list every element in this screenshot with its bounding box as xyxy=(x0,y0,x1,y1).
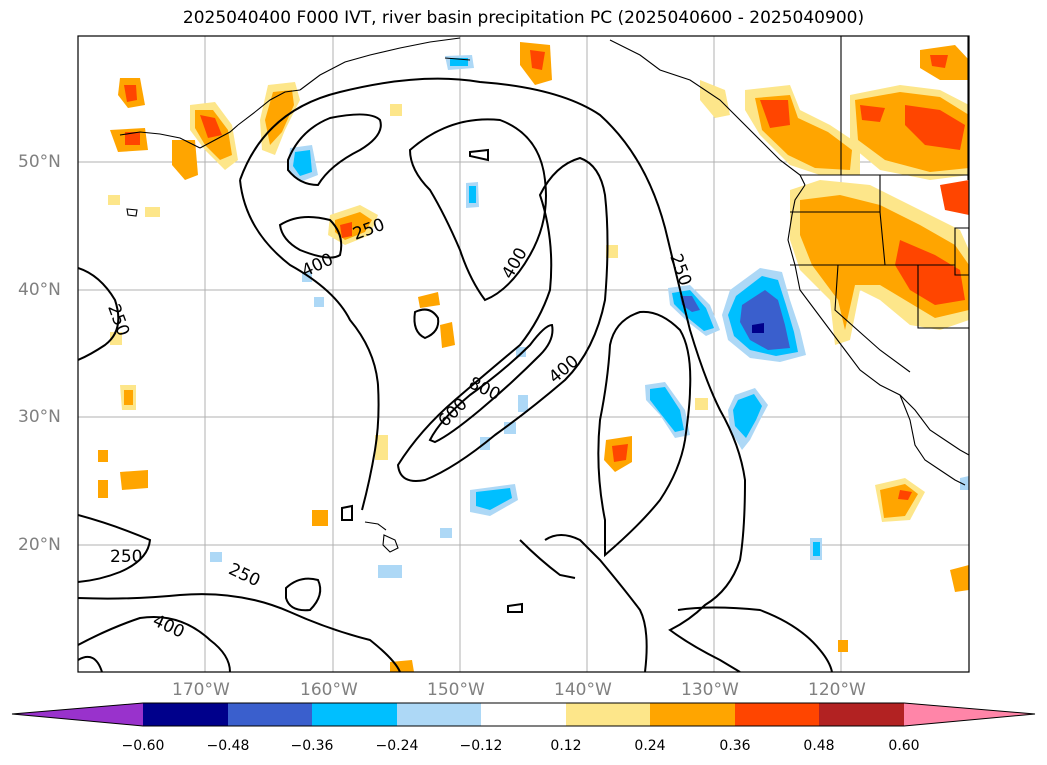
colorbar-extend-right xyxy=(904,703,1035,726)
lat-label: 40°N xyxy=(18,280,61,300)
colorbar-extend-left xyxy=(12,703,143,726)
lon-label: 160°W xyxy=(300,680,358,700)
colorbar-tick: 0.48 xyxy=(803,738,835,754)
lon-label: 120°W xyxy=(808,680,866,700)
colorbar-outline xyxy=(11,702,1036,727)
lon-label: 170°W xyxy=(172,680,230,700)
colorbar-tick: −0.48 xyxy=(206,738,250,754)
colorbar-segment xyxy=(143,703,228,726)
contour-label: 250 xyxy=(110,547,142,567)
colorbar-segment xyxy=(481,703,566,726)
lon-label: 140°W xyxy=(554,680,612,700)
coastlines xyxy=(119,36,969,486)
lat-label: 20°N xyxy=(18,535,61,555)
colorbar-segment xyxy=(819,703,904,726)
colorbar-segment xyxy=(397,703,481,726)
lon-label: 150°W xyxy=(427,680,485,700)
colorbar-tick: 0.24 xyxy=(634,738,666,754)
map-frame xyxy=(77,35,970,673)
colorbar-tick: −0.60 xyxy=(121,738,165,754)
map-title: 2025040400 F000 IVT, river basin precipi… xyxy=(182,8,865,28)
colorbar-tick: −0.36 xyxy=(290,738,334,754)
colorbar-segment xyxy=(228,703,312,726)
colorbar-tick: 0.36 xyxy=(719,738,751,754)
lon-label: 130°W xyxy=(681,680,739,700)
colorbar-segment xyxy=(650,703,735,726)
lat-label: 30°N xyxy=(18,407,61,427)
ivt-contours xyxy=(78,77,833,672)
lat-label: 50°N xyxy=(18,152,61,172)
colorbar-segment xyxy=(735,703,819,726)
islands xyxy=(126,57,471,553)
colorbar-tick: 0.12 xyxy=(550,738,582,754)
colorbar-tick: −0.24 xyxy=(375,738,419,754)
colorbar-segment xyxy=(312,703,397,726)
colorbar-tick: −0.12 xyxy=(459,738,503,754)
colorbar-segment xyxy=(566,703,650,726)
colorbar-tick: 0.60 xyxy=(888,738,920,754)
colorbar xyxy=(11,702,1036,727)
